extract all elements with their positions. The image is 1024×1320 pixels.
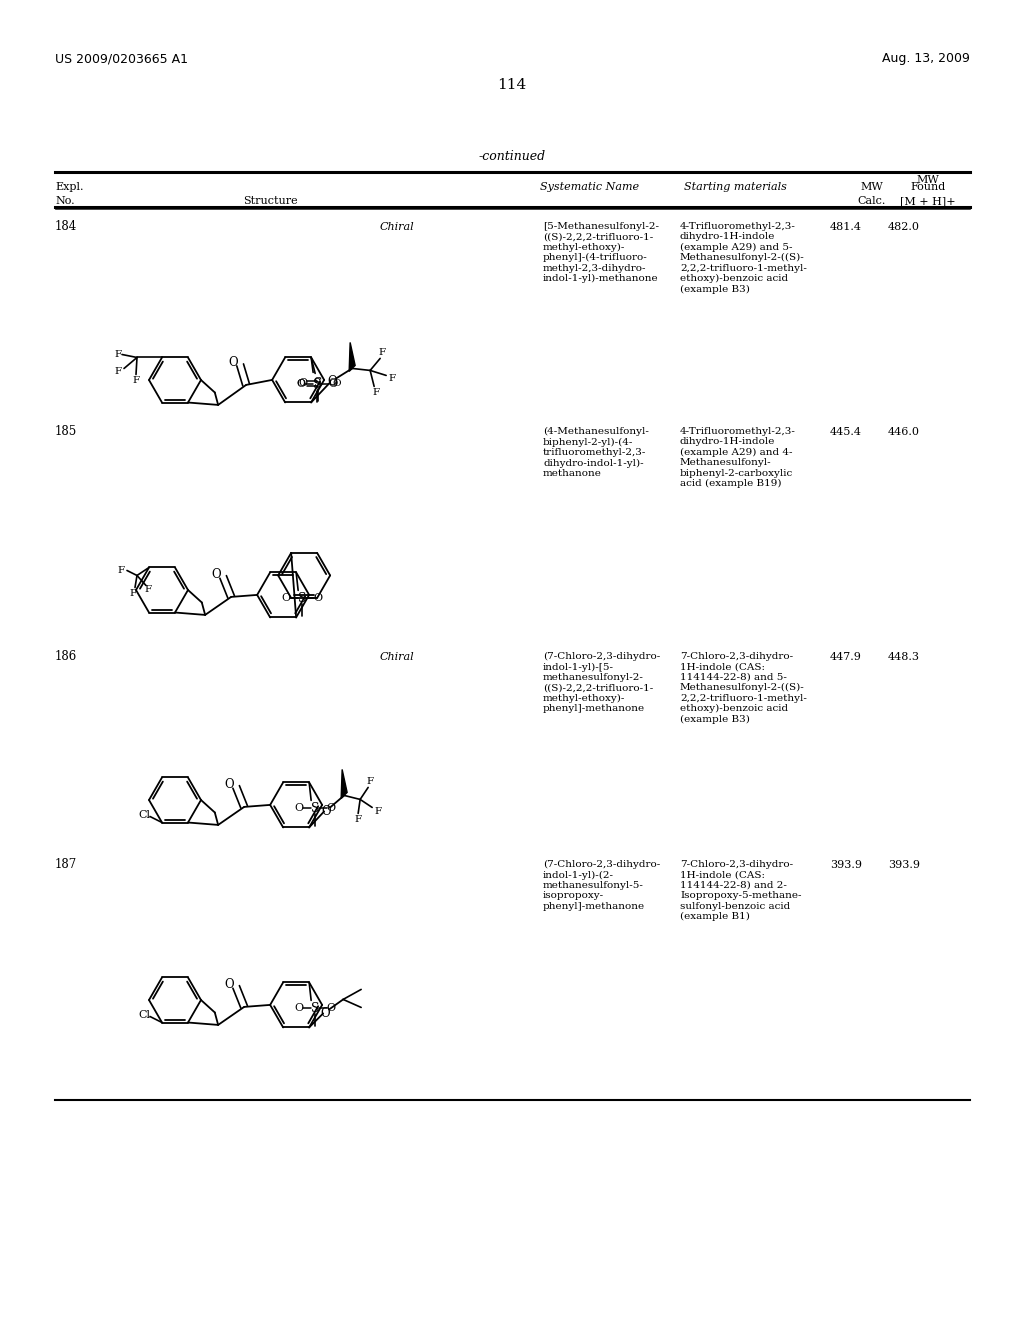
Text: F: F [375, 807, 382, 816]
Text: O: O [321, 1007, 330, 1020]
Text: F: F [373, 388, 380, 397]
Text: No.: No. [55, 195, 75, 206]
Text: O: O [228, 356, 238, 370]
Text: 186: 186 [55, 649, 77, 663]
Text: Structure: Structure [243, 195, 297, 206]
Text: Chiral: Chiral [380, 652, 415, 663]
Text: Calc.: Calc. [858, 195, 886, 206]
Text: S: S [314, 378, 323, 389]
Text: F: F [115, 367, 122, 376]
Text: 481.4: 481.4 [830, 222, 862, 232]
Text: (4-Methanesulfonyl-
biphenyl-2-yl)-(4-
trifluoromethyl-2,3-
dihydro-indol-1-yl)-: (4-Methanesulfonyl- biphenyl-2-yl)-(4- t… [543, 426, 649, 478]
Text: MW: MW [860, 182, 884, 191]
Text: O: O [282, 594, 291, 603]
Text: S: S [311, 801, 319, 814]
Text: 393.9: 393.9 [888, 861, 920, 870]
Text: S: S [298, 591, 306, 605]
Text: S: S [313, 378, 322, 391]
Text: 187: 187 [55, 858, 77, 871]
Text: MW: MW [916, 176, 939, 185]
Text: O: O [329, 379, 338, 388]
Text: O: O [328, 375, 337, 388]
Text: O: O [327, 804, 336, 813]
Text: 446.0: 446.0 [888, 426, 920, 437]
Text: O: O [224, 978, 233, 991]
Text: F: F [115, 350, 122, 359]
Text: F: F [379, 348, 386, 356]
Polygon shape [349, 342, 355, 371]
Text: O: O [333, 379, 341, 388]
Text: O: O [297, 379, 306, 389]
Text: F: F [132, 376, 139, 385]
Text: O: O [211, 569, 221, 581]
Text: (7-Chloro-2,3-dihydro-
indol-1-yl)-[5-
methanesulfonyl-2-
((S)-2,2,2-trifluoro-1: (7-Chloro-2,3-dihydro- indol-1-yl)-[5- m… [543, 652, 660, 713]
Text: O: O [224, 779, 233, 792]
Text: O: O [313, 594, 323, 603]
Text: Expl.: Expl. [55, 182, 84, 191]
Text: 4-Trifluoromethyl-2,3-
dihydro-1H-indole
(example A29) and 5-
Methanesulfonyl-2-: 4-Trifluoromethyl-2,3- dihydro-1H-indole… [680, 222, 807, 294]
Text: 482.0: 482.0 [888, 222, 920, 232]
Text: O: O [297, 379, 305, 388]
Text: 445.4: 445.4 [830, 426, 862, 437]
Text: Starting materials: Starting materials [684, 182, 786, 191]
Text: [5-Methanesulfonyl-2-
((S)-2,2,2-trifluoro-1-
methyl-ethoxy)-
phenyl]-(4-trifluo: [5-Methanesulfonyl-2- ((S)-2,2,2-trifluo… [543, 222, 659, 284]
Polygon shape [341, 770, 347, 799]
Text: Chiral: Chiral [380, 222, 415, 232]
Text: US 2009/0203665 A1: US 2009/0203665 A1 [55, 51, 188, 65]
Text: O: O [327, 1003, 336, 1014]
Text: O: O [295, 1003, 304, 1014]
Text: 114: 114 [498, 78, 526, 92]
Text: Cl: Cl [138, 1010, 150, 1019]
Text: O: O [295, 804, 304, 813]
Text: 7-Chloro-2,3-dihydro-
1H-indole (CAS:
114144-22-8) and 2-
Isopropoxy-5-methane-
: 7-Chloro-2,3-dihydro- 1H-indole (CAS: 11… [680, 861, 802, 921]
Text: (7-Chloro-2,3-dihydro-
indol-1-yl)-(2-
methanesulfonyl-5-
isopropoxy-
phenyl]-me: (7-Chloro-2,3-dihydro- indol-1-yl)-(2- m… [543, 861, 660, 911]
Text: [M + H]+: [M + H]+ [900, 195, 955, 206]
Text: Cl: Cl [138, 809, 150, 820]
Text: 448.3: 448.3 [888, 652, 920, 663]
Text: O: O [299, 379, 307, 388]
Text: F: F [388, 374, 395, 383]
Text: S: S [311, 1002, 319, 1015]
Text: 185: 185 [55, 425, 77, 438]
Text: 447.9: 447.9 [830, 652, 862, 663]
Text: 7-Chloro-2,3-dihydro-
1H-indole (CAS:
114144-22-8) and 5-
Methanesulfonyl-2-((S): 7-Chloro-2,3-dihydro- 1H-indole (CAS: 11… [680, 652, 807, 723]
Text: F: F [354, 814, 361, 824]
Text: F: F [367, 777, 374, 785]
Text: Systematic Name: Systematic Name [541, 182, 640, 191]
Text: 393.9: 393.9 [830, 861, 862, 870]
Text: F: F [144, 585, 152, 594]
Text: F: F [129, 589, 136, 598]
Text: F: F [118, 566, 125, 576]
Text: 184: 184 [55, 220, 77, 234]
Text: O: O [329, 379, 338, 389]
Text: -continued: -continued [478, 150, 546, 162]
Text: Found: Found [910, 182, 945, 191]
Text: O: O [322, 805, 331, 818]
Text: Aug. 13, 2009: Aug. 13, 2009 [882, 51, 970, 65]
Text: 4-Trifluoromethyl-2,3-
dihydro-1H-indole
(example A29) and 4-
Methanesulfonyl-
b: 4-Trifluoromethyl-2,3- dihydro-1H-indole… [680, 426, 796, 488]
